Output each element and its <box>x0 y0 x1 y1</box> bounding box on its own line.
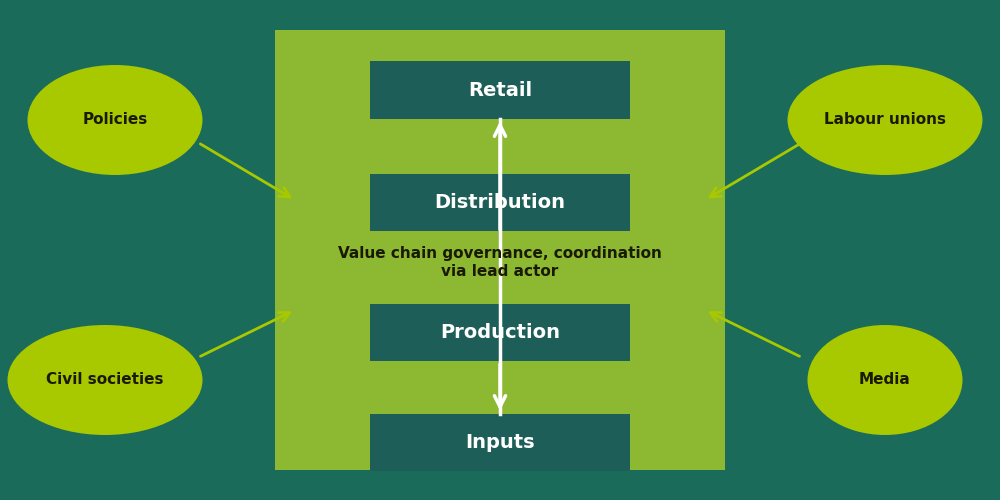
Bar <box>370 174 630 231</box>
Text: Retail: Retail <box>468 80 532 100</box>
Ellipse shape <box>808 325 962 435</box>
Text: Civil societies: Civil societies <box>46 372 164 388</box>
Text: Distribution: Distribution <box>434 193 566 212</box>
Text: Inputs: Inputs <box>465 433 535 452</box>
Ellipse shape <box>8 325 202 435</box>
Ellipse shape <box>28 65 202 175</box>
Bar <box>275 30 725 470</box>
Text: Policies: Policies <box>82 112 148 128</box>
Text: Value chain governance, coordination
via lead actor: Value chain governance, coordination via… <box>338 246 662 278</box>
Text: Production: Production <box>440 323 560 342</box>
Bar <box>370 414 630 471</box>
Text: Media: Media <box>859 372 911 388</box>
Ellipse shape <box>788 65 982 175</box>
Bar <box>370 304 630 361</box>
Text: Labour unions: Labour unions <box>824 112 946 128</box>
Bar <box>370 61 630 118</box>
